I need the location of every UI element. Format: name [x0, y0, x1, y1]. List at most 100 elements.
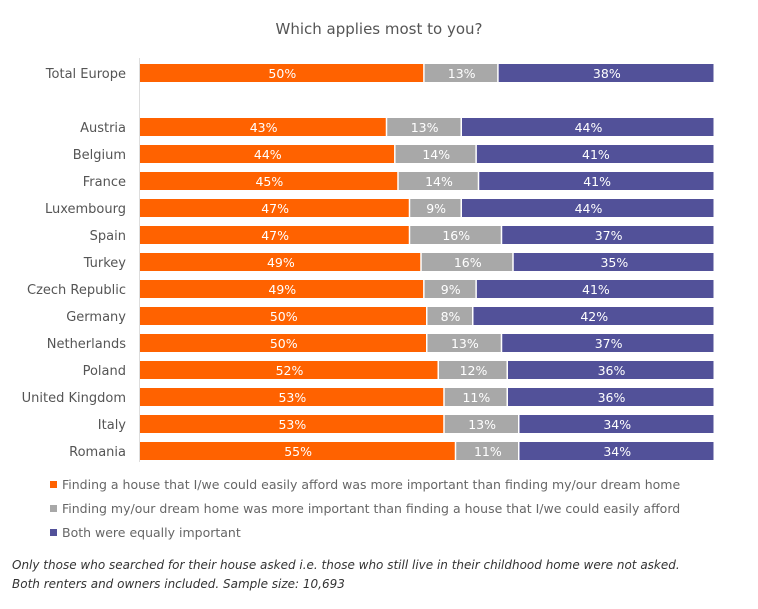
legend-item-both: Both were equally important — [50, 525, 241, 540]
data-label: 9% — [426, 201, 446, 216]
bar-segment — [427, 307, 472, 325]
legend-item-afford: Finding a house that I/we could easily a… — [50, 477, 680, 492]
legend-swatch — [50, 529, 57, 536]
category-label: United Kingdom — [22, 391, 126, 406]
footnote-line-1: Only those who searched for their house … — [12, 558, 680, 572]
category-label: Luxembourg — [45, 202, 126, 217]
data-label: 38% — [593, 66, 621, 81]
data-label: 53% — [278, 390, 306, 405]
data-label: 34% — [603, 444, 631, 459]
data-label: 14% — [425, 174, 453, 189]
data-label: 16% — [454, 255, 482, 270]
data-label: 16% — [442, 228, 470, 243]
bar-segment — [140, 226, 409, 244]
data-label: 50% — [268, 66, 296, 81]
bar-segment — [140, 280, 424, 298]
category-label: Poland — [83, 364, 126, 379]
bar-segment — [395, 145, 476, 163]
bar-segment — [508, 361, 714, 379]
data-label: 35% — [600, 255, 628, 270]
legend-label: Both were equally important — [62, 525, 241, 540]
data-label: 37% — [595, 336, 623, 351]
bar-segment — [421, 253, 513, 271]
data-label: 41% — [582, 282, 610, 297]
data-label: 36% — [598, 390, 626, 405]
bar-segment — [140, 172, 398, 190]
data-label: 41% — [583, 174, 611, 189]
category-label: Czech Republic — [27, 283, 126, 298]
bar-segment — [398, 172, 478, 190]
category-label: Austria — [80, 121, 126, 136]
bar-segment — [502, 334, 714, 352]
bar-segment — [476, 145, 714, 163]
bar-segment — [140, 388, 444, 406]
category-label: Spain — [90, 229, 126, 244]
bar-segment — [140, 307, 426, 325]
bar-segment — [444, 415, 518, 433]
legend-label: Finding a house that I/we could easily a… — [62, 477, 681, 492]
category-label: Turkey — [83, 256, 127, 271]
bar-segment — [427, 334, 501, 352]
bar-plot: Total Europe 50% 13% 38% Austria 43% 13% 44% Bel… — [22, 58, 714, 462]
category-label: Romania — [69, 445, 126, 460]
bar-segment — [140, 64, 424, 82]
bar-segment — [473, 307, 714, 325]
data-label: 49% — [267, 255, 295, 270]
data-label: 9% — [441, 282, 461, 297]
data-label: 13% — [468, 417, 496, 432]
data-label: 53% — [278, 417, 306, 432]
data-label: 41% — [582, 147, 610, 162]
bar-segment — [410, 226, 501, 244]
category-label: Italy — [98, 418, 127, 433]
legend-swatch — [50, 481, 57, 488]
data-label: 11% — [462, 390, 490, 405]
data-label: 36% — [598, 363, 626, 378]
data-label: 45% — [255, 174, 283, 189]
bar-segment — [456, 442, 518, 460]
category-label: Netherlands — [47, 337, 126, 352]
chart-title: Which applies most to you? — [275, 20, 483, 38]
bar-segment — [462, 199, 714, 217]
legend-label: Finding my/our dream home was more impor… — [62, 501, 681, 516]
bar-segment — [424, 64, 498, 82]
data-label: 44% — [254, 147, 282, 162]
data-label: 47% — [261, 201, 289, 216]
data-label: 50% — [270, 336, 298, 351]
footnote-line-2: Both renters and owners included. Sample… — [12, 577, 345, 591]
bar-segment — [387, 118, 461, 136]
bar-segment — [439, 361, 507, 379]
bar-segment — [140, 361, 438, 379]
data-label: 37% — [595, 228, 623, 243]
data-label: 43% — [250, 120, 278, 135]
data-label: 13% — [448, 66, 476, 81]
bar-segment — [140, 145, 395, 163]
data-label: 44% — [575, 120, 603, 135]
bar-segment — [502, 226, 714, 244]
category-label: Belgium — [73, 148, 126, 163]
data-label: 34% — [603, 417, 631, 432]
data-label: 14% — [422, 147, 450, 162]
bar-segment — [410, 199, 461, 217]
bar-segment — [140, 442, 455, 460]
bar-segment — [140, 118, 386, 136]
bar-segment — [508, 388, 714, 406]
data-label: 44% — [575, 201, 603, 216]
data-label: 8% — [441, 309, 461, 324]
data-label: 55% — [284, 444, 312, 459]
legend-item-dream: Finding my/our dream home was more impor… — [50, 501, 680, 516]
data-label: 52% — [276, 363, 304, 378]
data-label: 12% — [460, 363, 488, 378]
bar-segment — [140, 334, 426, 352]
bar-segment — [519, 415, 714, 433]
category-label: Total Europe — [45, 67, 126, 82]
data-label: 47% — [261, 228, 289, 243]
bar-segment — [140, 253, 421, 271]
bar-segment — [140, 415, 444, 433]
bar-segment — [462, 118, 714, 136]
bar-segment — [444, 388, 507, 406]
data-label: 50% — [270, 309, 298, 324]
bar-segment — [513, 253, 714, 271]
data-label: 42% — [580, 309, 608, 324]
bar-segment — [140, 199, 409, 217]
